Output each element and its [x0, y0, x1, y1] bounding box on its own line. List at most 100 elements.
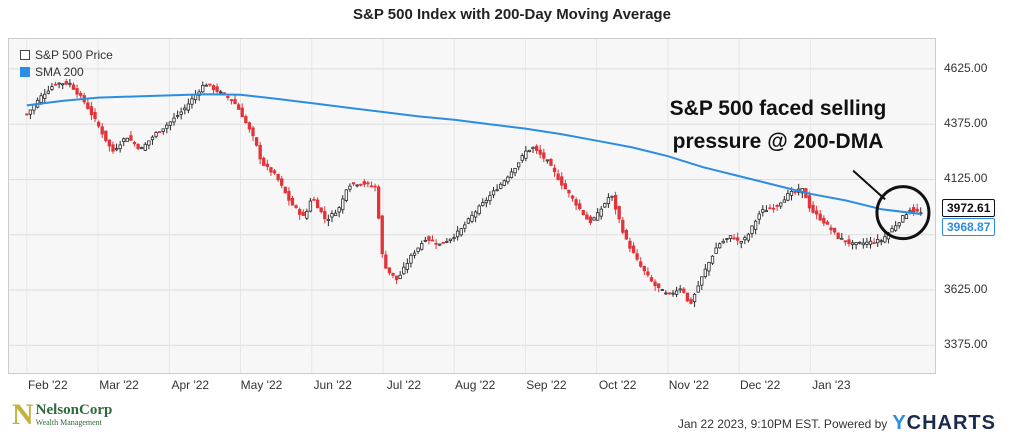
- candle-body: [915, 208, 919, 212]
- candle-body: [735, 237, 740, 241]
- candle-body: [359, 183, 363, 186]
- candle-body: [111, 144, 115, 152]
- candle-body: [639, 261, 643, 267]
- candle-body: [226, 95, 230, 98]
- candle-body: [355, 184, 359, 187]
- price-chart: [9, 39, 935, 373]
- logo-subtitle: Wealth Management: [35, 417, 102, 427]
- candle-body: [850, 242, 855, 245]
- candle-body: [71, 84, 76, 90]
- candle-body: [657, 283, 661, 289]
- candle-body: [412, 252, 417, 256]
- candle-body: [685, 292, 690, 302]
- legend-sma-swatch: [20, 66, 30, 77]
- legend-price-swatch: [20, 49, 30, 60]
- candle-body: [305, 210, 309, 219]
- candle-body: [89, 106, 94, 116]
- candle-body: [495, 189, 499, 192]
- legend-sma[interactable]: SMA 200: [20, 63, 113, 80]
- legend-price-label: S&P 500 Price: [35, 47, 113, 62]
- candle-body: [552, 167, 557, 173]
- candle-body: [836, 232, 840, 239]
- candle-body: [789, 190, 794, 196]
- candle-body: [563, 183, 567, 190]
- candle-body: [125, 137, 129, 142]
- candle-body: [793, 191, 797, 193]
- x-tick-label: Aug '22: [455, 378, 496, 392]
- candle-body: [240, 107, 244, 118]
- candle-body: [39, 95, 43, 103]
- candle-body: [732, 237, 736, 240]
- candle-body: [477, 205, 481, 215]
- candle-body: [556, 173, 560, 181]
- candle-body: [750, 225, 754, 234]
- candle-body: [488, 195, 492, 202]
- candle-body: [64, 81, 68, 85]
- candle-body: [394, 275, 399, 281]
- candle-body: [179, 111, 183, 115]
- y-axis-labels: 4625.00 4375.00 4125.00 3625.00 3375.00: [938, 38, 1024, 374]
- candle-body: [818, 213, 822, 221]
- candle-body: [129, 135, 133, 141]
- timestamp: Jan 22 2023, 9:10PM EST. Powered by: [677, 416, 888, 431]
- candle-body: [208, 83, 212, 86]
- candle-body: [50, 86, 54, 90]
- candle-body: [904, 214, 909, 219]
- candle-body: [140, 147, 144, 150]
- candle-body: [104, 130, 108, 141]
- candle-body: [470, 214, 474, 222]
- legend-price[interactable]: S&P 500 Price: [20, 46, 113, 63]
- candle-body: [714, 247, 718, 254]
- candle-body: [380, 215, 384, 255]
- candle-body: [509, 171, 514, 178]
- candle-body: [491, 190, 496, 196]
- candle-body: [348, 185, 352, 190]
- candle-body: [520, 155, 524, 161]
- x-tick-label: Jan '23: [812, 378, 851, 392]
- candle-body: [190, 98, 194, 105]
- candle-body: [387, 267, 392, 274]
- candle-body: [420, 243, 424, 250]
- candle-body: [294, 205, 298, 208]
- candle-body: [28, 109, 33, 115]
- candle-body: [154, 132, 158, 137]
- x-tick-label: Dec '22: [739, 378, 781, 392]
- candle-body: [233, 99, 237, 105]
- candle-body: [287, 190, 291, 201]
- x-axis-labels: Feb '22 Mar '22 Apr '22 May '22 Jun '22 Jul '…: [8, 378, 936, 394]
- candle-body: [696, 285, 700, 293]
- candle-body: [499, 183, 503, 189]
- candle-body: [161, 128, 165, 132]
- candle-body: [430, 239, 435, 242]
- candle-body: [771, 207, 776, 210]
- candle-body: [861, 242, 865, 246]
- logo-name: NelsonCorp: [35, 401, 113, 418]
- candle-body: [175, 115, 180, 117]
- candle-body: [438, 243, 442, 246]
- candle-body: [617, 206, 621, 220]
- candle-body: [534, 145, 539, 151]
- candle-body: [46, 90, 51, 94]
- candle-body: [739, 241, 743, 244]
- candle-body: [308, 200, 313, 212]
- annotation-line-2: pressure @ 200-DMA: [672, 130, 884, 153]
- ycharts-logo[interactable]: YCHARTS: [892, 412, 996, 434]
- candle-body: [219, 91, 223, 94]
- candle-body: [897, 222, 901, 227]
- candle-body: [653, 281, 657, 287]
- nelsoncorp-logo: N NelsonCorp Wealth Management: [12, 400, 112, 430]
- x-tick-label: Jun '22: [313, 378, 352, 392]
- candle-body: [172, 117, 176, 123]
- candle-body: [448, 238, 453, 241]
- candle-body: [840, 237, 844, 240]
- candle-body: [423, 239, 427, 242]
- candle-body: [603, 203, 607, 208]
- candle-body: [276, 173, 280, 181]
- candle-body: [911, 207, 916, 213]
- candle-body: [585, 214, 589, 220]
- x-tick-label: Mar '22: [99, 378, 139, 392]
- candle-body: [312, 198, 316, 201]
- candle-body: [373, 185, 377, 188]
- candle-body: [671, 292, 675, 295]
- candle-body: [613, 194, 618, 210]
